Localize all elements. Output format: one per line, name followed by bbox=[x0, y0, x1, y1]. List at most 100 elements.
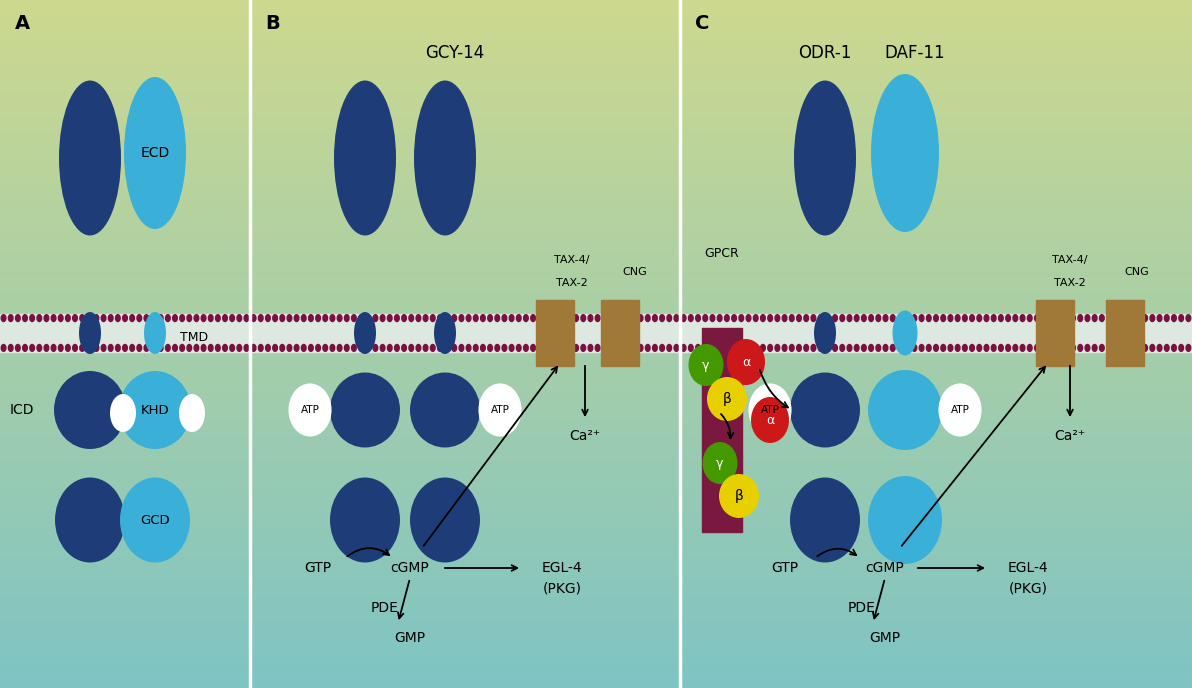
Ellipse shape bbox=[159, 345, 163, 352]
Bar bbox=[0, 373, 1192, 378]
Text: ATP: ATP bbox=[491, 405, 509, 415]
Text: ICD: ICD bbox=[10, 403, 35, 417]
Bar bbox=[0, 270, 1192, 275]
Ellipse shape bbox=[502, 314, 507, 321]
Ellipse shape bbox=[414, 80, 476, 235]
Ellipse shape bbox=[395, 314, 399, 321]
Ellipse shape bbox=[144, 312, 166, 354]
Ellipse shape bbox=[73, 314, 77, 321]
Bar bbox=[0, 17, 1192, 23]
Bar bbox=[1106, 300, 1144, 366]
Ellipse shape bbox=[1063, 345, 1068, 352]
Ellipse shape bbox=[151, 314, 156, 321]
Ellipse shape bbox=[54, 371, 126, 449]
Ellipse shape bbox=[912, 314, 917, 321]
Ellipse shape bbox=[732, 345, 737, 352]
Bar bbox=[0, 172, 1192, 178]
Bar bbox=[0, 614, 1192, 619]
Ellipse shape bbox=[689, 314, 694, 321]
Ellipse shape bbox=[623, 314, 628, 321]
Ellipse shape bbox=[216, 345, 221, 352]
Ellipse shape bbox=[790, 477, 859, 563]
Ellipse shape bbox=[445, 314, 449, 321]
Ellipse shape bbox=[703, 345, 708, 352]
Ellipse shape bbox=[344, 314, 349, 321]
Bar bbox=[0, 206, 1192, 212]
Ellipse shape bbox=[1006, 345, 1011, 352]
Ellipse shape bbox=[495, 314, 499, 321]
Ellipse shape bbox=[194, 314, 199, 321]
Bar bbox=[0, 292, 1192, 298]
Ellipse shape bbox=[1179, 314, 1184, 321]
Text: TAX-4/: TAX-4/ bbox=[1053, 255, 1088, 265]
Text: GMP: GMP bbox=[395, 631, 426, 645]
Ellipse shape bbox=[1115, 314, 1118, 321]
Ellipse shape bbox=[1136, 314, 1141, 321]
Ellipse shape bbox=[552, 314, 557, 321]
Ellipse shape bbox=[890, 314, 895, 321]
Ellipse shape bbox=[840, 345, 845, 352]
Ellipse shape bbox=[890, 345, 895, 352]
Ellipse shape bbox=[538, 345, 542, 352]
Ellipse shape bbox=[1056, 345, 1061, 352]
Bar bbox=[250, 314, 679, 352]
Bar bbox=[0, 631, 1192, 636]
Bar bbox=[0, 195, 1192, 201]
Ellipse shape bbox=[387, 345, 392, 352]
Ellipse shape bbox=[939, 384, 981, 436]
Ellipse shape bbox=[344, 345, 349, 352]
Ellipse shape bbox=[173, 345, 178, 352]
Ellipse shape bbox=[751, 397, 789, 443]
Bar bbox=[0, 12, 1192, 17]
Bar bbox=[0, 665, 1192, 671]
Ellipse shape bbox=[530, 314, 535, 321]
Bar bbox=[0, 510, 1192, 516]
Text: KHD: KHD bbox=[141, 403, 169, 416]
Text: α: α bbox=[741, 356, 750, 369]
Bar bbox=[0, 516, 1192, 522]
Ellipse shape bbox=[273, 345, 278, 352]
Ellipse shape bbox=[302, 314, 306, 321]
Ellipse shape bbox=[330, 372, 401, 447]
Text: (PKG): (PKG) bbox=[1008, 581, 1048, 595]
Bar bbox=[0, 218, 1192, 224]
Bar bbox=[0, 160, 1192, 166]
Ellipse shape bbox=[970, 345, 974, 352]
Bar bbox=[0, 74, 1192, 80]
Ellipse shape bbox=[201, 345, 206, 352]
Bar bbox=[0, 642, 1192, 648]
Ellipse shape bbox=[638, 345, 642, 352]
Ellipse shape bbox=[602, 314, 607, 321]
Ellipse shape bbox=[495, 345, 499, 352]
Ellipse shape bbox=[753, 314, 758, 321]
Bar bbox=[0, 40, 1192, 46]
Bar bbox=[679, 314, 1192, 352]
Bar bbox=[0, 476, 1192, 482]
Ellipse shape bbox=[999, 314, 1004, 321]
Ellipse shape bbox=[803, 314, 808, 321]
Ellipse shape bbox=[833, 314, 838, 321]
Ellipse shape bbox=[1122, 314, 1125, 321]
Ellipse shape bbox=[1078, 314, 1082, 321]
Ellipse shape bbox=[768, 314, 772, 321]
Ellipse shape bbox=[746, 345, 751, 352]
Ellipse shape bbox=[566, 314, 571, 321]
Ellipse shape bbox=[602, 345, 607, 352]
Ellipse shape bbox=[1150, 314, 1155, 321]
Ellipse shape bbox=[1143, 314, 1148, 321]
Bar bbox=[0, 166, 1192, 172]
Ellipse shape bbox=[999, 345, 1004, 352]
Ellipse shape bbox=[423, 314, 428, 321]
Bar bbox=[0, 229, 1192, 235]
Ellipse shape bbox=[116, 345, 120, 352]
Bar bbox=[0, 235, 1192, 241]
Ellipse shape bbox=[732, 314, 737, 321]
Bar bbox=[0, 241, 1192, 246]
Ellipse shape bbox=[883, 345, 888, 352]
Bar bbox=[0, 184, 1192, 189]
Ellipse shape bbox=[739, 345, 744, 352]
Ellipse shape bbox=[992, 345, 997, 352]
Bar bbox=[0, 23, 1192, 29]
Bar bbox=[0, 224, 1192, 229]
Text: Ca²⁺: Ca²⁺ bbox=[570, 429, 601, 443]
